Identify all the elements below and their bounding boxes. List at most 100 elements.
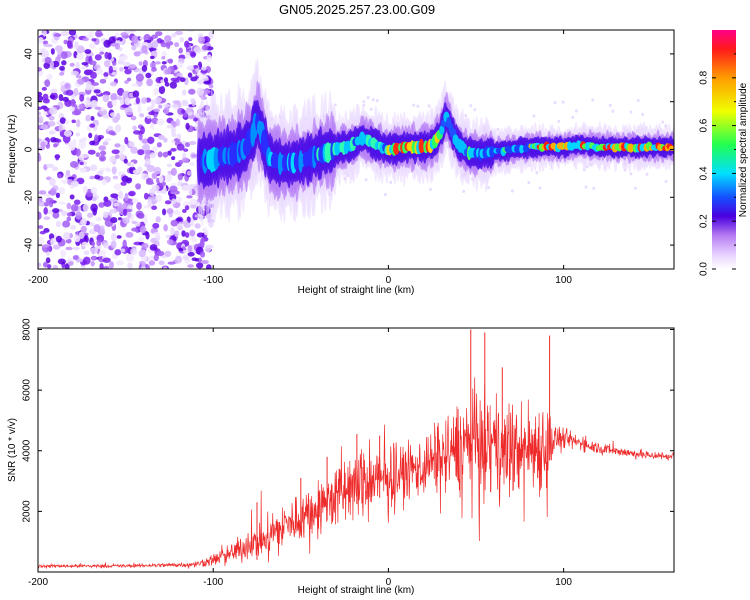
spectrogram-noise-cell xyxy=(412,103,416,107)
spectrogram-noise-cell xyxy=(362,100,366,104)
spectrogram-noise-cell xyxy=(149,62,156,69)
spectrogram-noise-cell xyxy=(102,114,111,119)
spectrogram-noise-cell xyxy=(80,136,88,142)
spectrogram-noise-cell xyxy=(156,142,162,148)
spectrogram-noise-cell xyxy=(181,101,189,107)
spectrogram-noise-cell xyxy=(167,58,174,64)
spectrogram-noise-cell xyxy=(48,130,56,135)
spectrogram-noise-cell xyxy=(171,198,177,205)
spectrogram-noise-cell xyxy=(174,42,180,48)
spectrogram-noise-cell xyxy=(184,205,190,211)
spectrogram-noise-cell xyxy=(55,235,63,243)
spectrogram-y-tick-label: 40 xyxy=(24,48,35,60)
spectrogram-noise-cell xyxy=(70,70,79,76)
spectrogram-noise-cell xyxy=(124,68,132,75)
spectrogram-noise-cell xyxy=(76,119,81,128)
spectrogram-noise-cell xyxy=(196,80,204,85)
spectrogram-noise-cell xyxy=(88,60,97,66)
spectrogram-noise-cell xyxy=(155,31,163,37)
spectrogram-noise-cell xyxy=(59,117,66,124)
spectrogram-noise-cell xyxy=(553,100,557,105)
spectrogram-noise-cell xyxy=(73,235,81,243)
spectrogram-noise-cell xyxy=(196,262,204,269)
spectrogram-noise-cell xyxy=(164,200,172,205)
spectrogram-noise-cell xyxy=(91,38,97,42)
snr-plot-area xyxy=(38,328,674,572)
spectrogram-noise-cell xyxy=(84,49,92,55)
spectrogram-noise-cell xyxy=(629,110,633,114)
spectrogram-noise-cell xyxy=(88,222,95,227)
snr-series-line xyxy=(38,377,674,569)
spectrogram-noise-cell xyxy=(161,208,167,216)
spectrogram-noise-cell xyxy=(123,158,128,164)
spectrogram-noise-cell xyxy=(58,201,66,205)
spectrogram-noise-cell xyxy=(63,232,71,240)
spectrogram-noise-cell xyxy=(52,264,59,269)
spectrogram-noise-cell xyxy=(74,41,79,50)
spectrogram-noise-cell xyxy=(181,220,189,225)
spectrogram-noise-cell xyxy=(194,223,201,229)
spectrogram-noise-cell xyxy=(125,253,135,263)
spectrogram-noise-cell xyxy=(61,179,69,185)
spectrogram-noise-cell xyxy=(102,211,109,219)
spectrogram-noise-cell xyxy=(43,207,48,215)
spectrogram-noise-cell xyxy=(99,150,107,156)
spectrogram-noise-cell xyxy=(38,91,43,97)
spectrogram-noise-cell xyxy=(108,130,115,136)
spectrogram-noise-cell xyxy=(125,177,132,184)
spectrogram-noise-cell xyxy=(582,168,586,172)
spectrogram-noise-cell xyxy=(141,260,146,268)
spectrogram-noise-cell xyxy=(55,154,60,161)
spectrogram-noise-cell xyxy=(145,72,152,79)
spectrogram-noise-cell xyxy=(122,90,130,99)
spectrogram-noise-cell xyxy=(167,261,176,265)
spectrogram-noise-cell xyxy=(158,85,166,95)
spectrogram-noise-cell xyxy=(141,97,148,104)
snr-y-tick-label: 2000 xyxy=(22,500,33,523)
spectrogram-noise-cell xyxy=(113,183,122,191)
spectrogram-noise-cell xyxy=(201,44,209,51)
colorbar-tick-label: 0.6 xyxy=(699,118,710,132)
spectrogram-noise-cell xyxy=(182,208,187,214)
spectrogram-noise-cell xyxy=(52,166,59,171)
spectrogram-noise-cell xyxy=(88,132,93,139)
spectrogram-noise-cell xyxy=(110,240,117,249)
spectrogram-y-axis-label: Frequency (Hz) xyxy=(7,115,18,184)
spectrogram-noise-cell xyxy=(122,239,127,248)
spectrogram-noise-cell xyxy=(111,149,120,155)
spectrogram-noise-cell xyxy=(196,72,202,77)
spectrogram-noise-cell xyxy=(67,141,76,149)
spectrogram-noise-cell xyxy=(153,88,159,96)
spectrogram-y-tick-label: -40 xyxy=(24,237,35,252)
spectrogram-noise-cell xyxy=(60,51,68,60)
spectrogram-noise-cell xyxy=(146,181,155,185)
spectrogram-noise-cell xyxy=(171,182,177,187)
spectrogram-noise-cell xyxy=(114,42,120,50)
spectrogram-noise-cell xyxy=(104,138,112,142)
spectrogram-noise-cell xyxy=(178,47,183,54)
spectrogram-noise-cell xyxy=(561,100,565,104)
spectrogram-noise-cell xyxy=(47,120,56,127)
spectrogram-noise-cell xyxy=(45,257,51,264)
spectrogram-noise-cell xyxy=(65,119,70,125)
snr-panel: -200 -100 0 100 2000 4000 6000 8000 Height of … xyxy=(7,318,675,596)
spectrogram-noise-cell xyxy=(131,220,137,225)
snr-x-tick-label: -200 xyxy=(28,577,48,588)
spectrogram-noise-cell xyxy=(196,87,205,96)
spectrogram-noise-cell xyxy=(85,114,91,122)
spectrogram-noise-cell xyxy=(464,113,468,118)
spectrogram-noise-cell xyxy=(189,98,195,103)
spectrogram-noise-cell xyxy=(114,143,121,148)
spectrogram-noise-cell xyxy=(192,64,199,69)
spectrogram-noise-cell xyxy=(138,61,143,66)
spectrogram-noise-cell xyxy=(93,224,101,233)
spectrogram-noise-cell xyxy=(46,163,55,168)
spectrogram-noise-cell xyxy=(188,140,197,146)
spectrogram-noise-cell xyxy=(119,67,124,72)
spectrogram-noise-cell xyxy=(147,136,155,145)
spectrogram-noise-cell xyxy=(75,148,81,157)
spectrogram-noise-cell xyxy=(83,250,90,256)
spectrogram-noise-cell xyxy=(120,32,129,37)
spectrogram-x-tick-label: 100 xyxy=(555,275,572,286)
spectrogram-x-ticks: -200 -100 0 100 xyxy=(28,30,572,286)
